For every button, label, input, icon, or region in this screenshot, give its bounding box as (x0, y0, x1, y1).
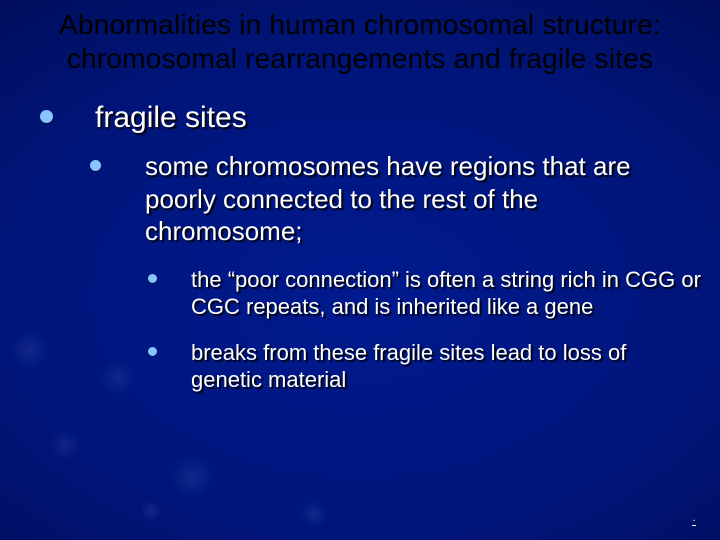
dot-icon (148, 274, 157, 283)
dot-icon (148, 347, 157, 356)
decorative-glow (100, 360, 136, 396)
bullet-text: fragile sites (95, 100, 247, 136)
slide: Abnormalities in human chromosomal struc… (0, 0, 720, 540)
decorative-glow (300, 500, 328, 528)
decorative-glow (140, 500, 162, 522)
dot-icon (40, 110, 53, 123)
dot-icon (90, 160, 101, 171)
corner-tag: . (692, 512, 696, 526)
decorative-glow (10, 330, 50, 370)
decorative-glow (170, 455, 214, 499)
bullet-level1: fragile sites (40, 100, 702, 136)
decorative-glow (50, 430, 80, 460)
bullet-text: the “poor connection” is often a string … (191, 266, 701, 321)
slide-title: Abnormalities in human chromosomal struc… (18, 8, 702, 76)
bullet-level3: the “poor connection” is often a string … (148, 266, 702, 321)
bullet-text: breaks from these fragile sites lead to … (191, 339, 701, 394)
bullet-level2: some chromosomes have regions that are p… (90, 150, 702, 248)
bullet-text: some chromosomes have regions that are p… (145, 150, 675, 248)
bullet-level3: breaks from these fragile sites lead to … (148, 339, 702, 394)
